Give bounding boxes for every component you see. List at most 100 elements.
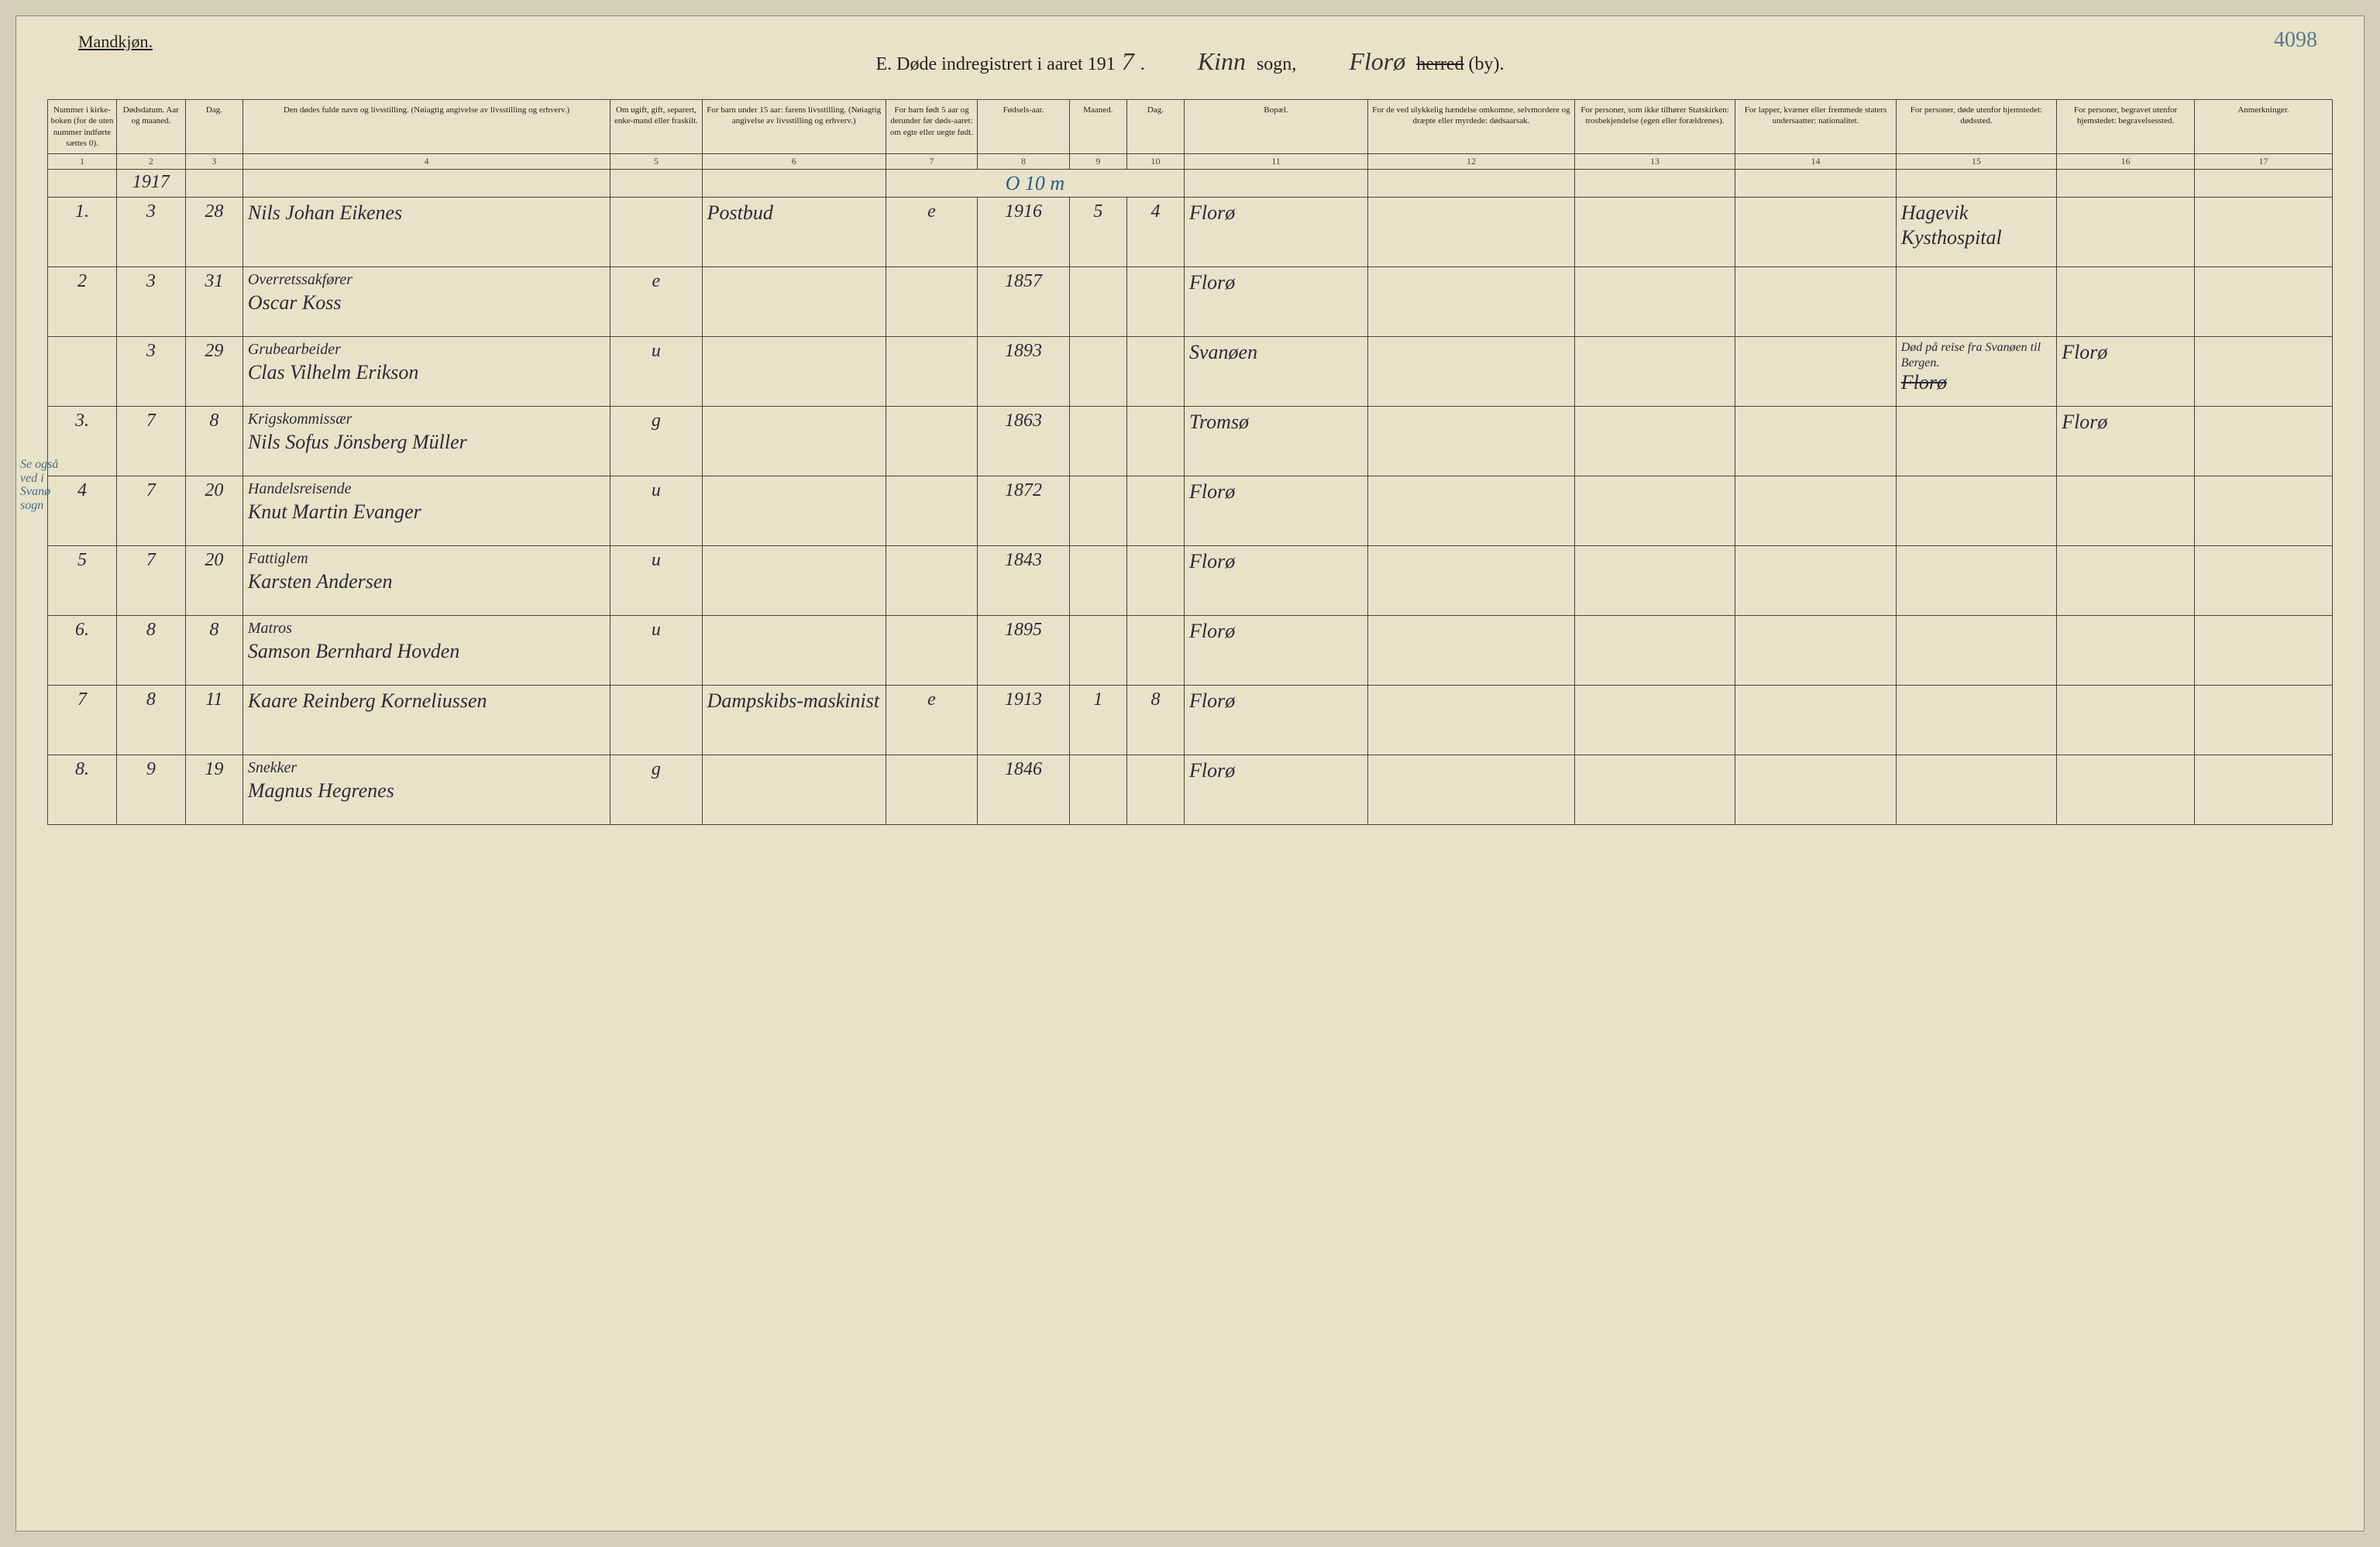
column-number: 15 — [1896, 154, 2056, 170]
cell-legit — [886, 476, 978, 546]
cell-burial — [2057, 267, 2195, 337]
cell-d: 20 — [185, 476, 242, 546]
column-header: Bopæl. — [1184, 100, 1367, 154]
cell-c14 — [1735, 616, 1896, 686]
column-header: For barn under 15 aar: farens livsstilli… — [702, 100, 886, 154]
cell-legit: e — [886, 198, 978, 267]
cell-c14 — [1735, 267, 1896, 337]
cell-legit — [886, 407, 978, 476]
cell-n — [48, 337, 117, 407]
cell-byear: 1843 — [978, 546, 1070, 616]
column-header: For de ved ulykkelig hændelse omkomne, s… — [1368, 100, 1575, 154]
cell-c13 — [1574, 476, 1735, 546]
column-header: For personer, døde utenfor hjemstedet: d… — [1896, 100, 2056, 154]
margin-note: Se også ved i Svanø sogn — [20, 458, 74, 512]
cell-bd — [1126, 546, 1184, 616]
table-header: Nummer i kirke-boken (for de uten nummer… — [48, 100, 2333, 170]
column-number: 4 — [242, 154, 610, 170]
table-row: 1.328Nils Johan EikenesPostbude191654Flo… — [48, 198, 2333, 267]
cell-c13 — [1574, 546, 1735, 616]
cell-n: 2 — [48, 267, 117, 337]
cell-c12 — [1368, 198, 1575, 267]
column-header: Den dødes fulde navn og livsstilling. (N… — [242, 100, 610, 154]
cell-place: Florø — [1184, 546, 1367, 616]
gender-label: Mandkjøn. — [78, 32, 153, 52]
column-header: For barn født 5 aar og derunder før døds… — [886, 100, 978, 154]
cell-burial — [2057, 476, 2195, 546]
title-prefix: E. Døde indregistrert i aaret 191 — [876, 54, 1116, 74]
column-number: 11 — [1184, 154, 1367, 170]
cell-bm — [1069, 546, 1126, 616]
person-name: Samson Bernhard Hovden — [248, 640, 459, 662]
table-body: 1917 O 10 m1.328Nils Johan EikenesPostbud… — [48, 170, 2333, 825]
person-name: Knut Martin Evanger — [248, 500, 421, 523]
column-number: 2 — [116, 154, 185, 170]
cell-burial — [2057, 198, 2195, 267]
cell-c14 — [1735, 337, 1896, 407]
page-number: 4098 — [2274, 28, 2317, 53]
cell-bm — [1069, 476, 1126, 546]
cell-c14 — [1735, 407, 1896, 476]
cell-death — [1896, 686, 2056, 755]
cell-d: 8 — [185, 407, 242, 476]
cell-place: Florø — [1184, 476, 1367, 546]
cell-death — [1896, 476, 2056, 546]
column-header: Om ugift, gift, separert, enke-mand elle… — [610, 100, 703, 154]
table-row: 5720FattiglemKarsten Andersenu1843Florø — [48, 546, 2333, 616]
cell-status: u — [610, 337, 703, 407]
cell-legit: e — [886, 686, 978, 755]
blue-annotation: O 10 m — [886, 170, 1184, 198]
cell-c12 — [1368, 407, 1575, 476]
cell-name: SnekkerMagnus Hegrenes — [242, 755, 610, 825]
column-header: Maaned. — [1069, 100, 1126, 154]
cell-c13 — [1574, 198, 1735, 267]
cell-death: Død på reise fra Svanøen til Bergen.Flor… — [1896, 337, 2056, 407]
cell-n: 1. — [48, 198, 117, 267]
cell-m: 7 — [116, 407, 185, 476]
cell-c13 — [1574, 755, 1735, 825]
cell-c12 — [1368, 616, 1575, 686]
cell-notes — [2195, 616, 2333, 686]
cell-father — [702, 616, 886, 686]
cell-legit — [886, 546, 978, 616]
cell-bm — [1069, 616, 1126, 686]
person-name: Nils Sofus Jönsberg Müller — [248, 431, 467, 453]
column-header: For personer, begravet utenfor hjemstede… — [2057, 100, 2195, 154]
cell-name: Fattiglem Karsten Andersen — [242, 546, 610, 616]
cell-name: MatrosSamson Bernhard Hovden — [242, 616, 610, 686]
cell-bd — [1126, 407, 1184, 476]
cell-place: Florø — [1184, 267, 1367, 337]
cell-bm: 1 — [1069, 686, 1126, 755]
cell-legit — [886, 616, 978, 686]
cell-m: 3 — [116, 267, 185, 337]
cell-m: 7 — [116, 546, 185, 616]
cell-father — [702, 337, 886, 407]
table-row: 3.78KrigskommissærNils Sofus Jönsberg Mü… — [48, 407, 2333, 476]
cell-status: g — [610, 755, 703, 825]
person-name: Karsten Andersen — [248, 570, 393, 593]
cell-d: 31 — [185, 267, 242, 337]
occupation: Fattiglem — [248, 549, 605, 568]
cell-notes — [2195, 686, 2333, 755]
cell-burial — [2057, 546, 2195, 616]
column-number: 5 — [610, 154, 703, 170]
column-number: 9 — [1069, 154, 1126, 170]
cell-death — [1896, 267, 2056, 337]
cell-burial: Florø — [2057, 407, 2195, 476]
cell-legit — [886, 755, 978, 825]
year-cell: 1917 — [116, 170, 185, 198]
cell-father: Dampskibs-maskinist — [702, 686, 886, 755]
death-register-table: Nummer i kirke-boken (for de uten nummer… — [47, 99, 2333, 825]
cell-c14 — [1735, 755, 1896, 825]
column-number: 12 — [1368, 154, 1575, 170]
cell-byear: 1846 — [978, 755, 1070, 825]
district-label: (by). — [1469, 54, 1505, 74]
column-number: 3 — [185, 154, 242, 170]
column-number: 6 — [702, 154, 886, 170]
cell-bm: 5 — [1069, 198, 1126, 267]
parish-label: sogn, — [1257, 54, 1296, 74]
cell-m: 3 — [116, 198, 185, 267]
cell-notes — [2195, 198, 2333, 267]
table-row: 7811Kaare Reinberg KorneliussenDampskibs… — [48, 686, 2333, 755]
cell-status: u — [610, 476, 703, 546]
